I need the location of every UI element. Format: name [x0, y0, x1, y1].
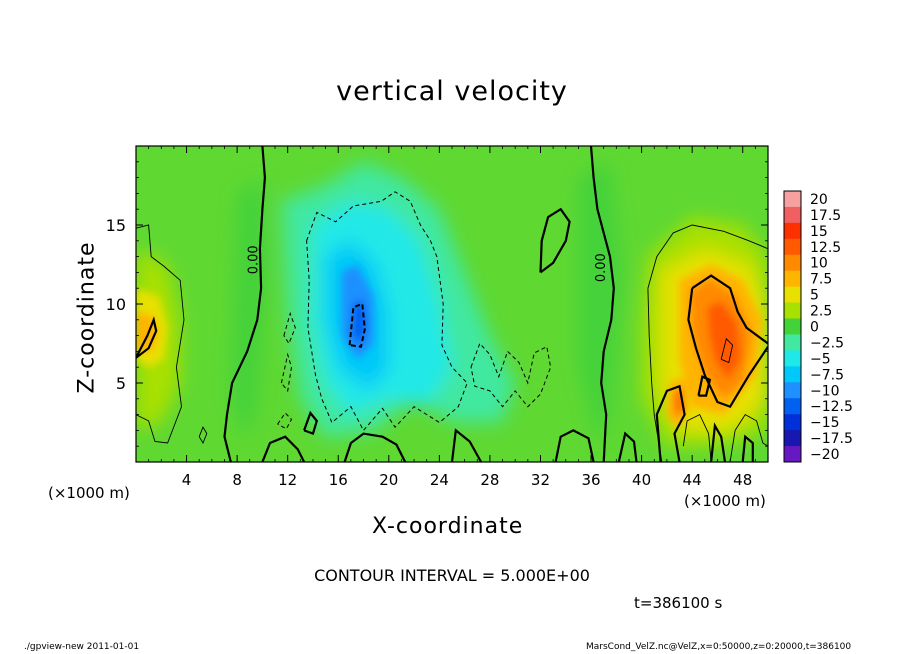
contour-line	[261, 435, 306, 462]
contour-line	[720, 337, 734, 364]
x-tick-label: 8	[232, 471, 242, 489]
negative-contour-line	[283, 311, 296, 345]
colorbar-swatch	[784, 191, 801, 208]
x-unit-label-left: (×1000 m)	[48, 484, 130, 502]
colorbar-label: −20	[810, 447, 840, 463]
colorbar-swatch	[784, 366, 801, 383]
y-tick-label: 10	[106, 295, 126, 314]
contour-interval-label: CONTOUR INTERVAL = 5.000E+00	[314, 566, 590, 585]
chart-title: vertical velocity	[336, 76, 568, 107]
colorbar-swatch	[784, 270, 801, 288]
colorbar-swatch	[784, 398, 801, 415]
x-tick-label: 36	[581, 471, 600, 489]
contour-label: 0.00	[246, 245, 261, 274]
colorbar-label: 17.5	[810, 208, 841, 224]
x-tick-label: 48	[733, 471, 752, 489]
x-tick-label: 28	[480, 471, 499, 489]
colorbar-label: 5	[810, 288, 819, 304]
field-shade	[707, 300, 742, 380]
contour-line	[554, 429, 595, 462]
colorbar-label: −2.5	[810, 335, 844, 351]
colorbar-frame	[783, 190, 802, 463]
colorbar-swatch	[784, 222, 801, 240]
x-tick-label: 12	[278, 471, 297, 489]
colorbar-label: 7.5	[810, 272, 832, 288]
colorbar-swatch	[784, 318, 801, 335]
x-tick-label: 16	[329, 471, 348, 489]
negative-contour-line	[470, 342, 552, 408]
colorbar-swatch	[784, 350, 801, 367]
field-shade	[352, 299, 368, 346]
negative-contour-line	[306, 191, 468, 432]
contour-line	[691, 274, 768, 345]
contour-line	[539, 207, 571, 274]
x-tick-label: 32	[531, 471, 550, 489]
colorbar-label: −10	[810, 383, 840, 399]
contour-line	[729, 414, 768, 462]
negative-contour-line	[280, 352, 293, 393]
colorbar-swatch	[784, 414, 801, 431]
contour-line	[710, 422, 727, 462]
contour-line	[647, 288, 663, 462]
colorbar-label: −5	[810, 351, 831, 367]
zero-contour-line	[589, 146, 615, 462]
x-unit-label-right: (×1000 m)	[684, 492, 766, 510]
colorbar-label: 0	[810, 320, 819, 336]
contour-line	[136, 316, 158, 359]
colorbar-label: −7.5	[810, 367, 844, 383]
colorbar-label: 20	[810, 192, 828, 208]
footer-left: ./gpview-new 2011-01-01	[24, 642, 140, 652]
colorbar-swatch	[784, 334, 801, 351]
negative-contour-line	[348, 302, 366, 348]
contour-line	[647, 224, 768, 289]
colorbar-label: −15	[810, 415, 840, 431]
y-tick-label: 15	[106, 216, 126, 235]
colorbar-swatch	[784, 254, 801, 272]
colorbar-swatch	[784, 430, 801, 447]
colorbar-label: −12.5	[810, 399, 853, 415]
contour-line	[450, 428, 483, 462]
contour-line	[741, 434, 754, 462]
plot-area: 0.00 0.00	[136, 146, 768, 462]
colorbar-swatch	[784, 302, 801, 320]
contour-line	[343, 432, 407, 462]
contour-line	[697, 375, 712, 397]
colorbar-swatch	[784, 286, 801, 304]
colorbar-swatch	[784, 238, 801, 256]
contour-line	[682, 413, 712, 462]
x-tick-label: 40	[632, 471, 651, 489]
colorbar-label: 12.5	[810, 240, 841, 256]
time-label: t=386100 s	[634, 594, 723, 612]
x-tick-label: 24	[430, 471, 449, 489]
colorbar-label: 2.5	[810, 304, 832, 320]
x-tick-label: 44	[683, 471, 702, 489]
x-tick-label: 4	[182, 471, 192, 489]
x-tick-label: 20	[379, 471, 398, 489]
contour-line	[617, 431, 638, 462]
footer-right: MarsCond_VelZ.nc@VelZ,x=0:50000,z=0:2000…	[586, 642, 852, 652]
colorbar-swatch	[784, 206, 801, 224]
contour-label: 0.00	[594, 253, 609, 282]
field-shade	[578, 161, 623, 447]
contour-line	[687, 288, 768, 409]
y-tick-label: 5	[116, 374, 126, 393]
y-axis-label: Z-coordinate	[74, 241, 100, 394]
colorbar-swatch	[784, 446, 801, 463]
colorbar-label: 15	[810, 224, 828, 240]
colorbar-swatch	[784, 382, 801, 399]
colorbar-label: 10	[810, 256, 828, 272]
zero-contour-line	[223, 146, 267, 462]
negative-contour-line	[277, 412, 293, 430]
contour-line	[303, 410, 319, 436]
x-axis-label: X-coordinate	[372, 514, 524, 539]
colorbar-label: −17.5	[810, 431, 853, 447]
contour-line	[655, 384, 686, 462]
contour-line	[136, 224, 185, 444]
contour-line	[198, 426, 208, 445]
